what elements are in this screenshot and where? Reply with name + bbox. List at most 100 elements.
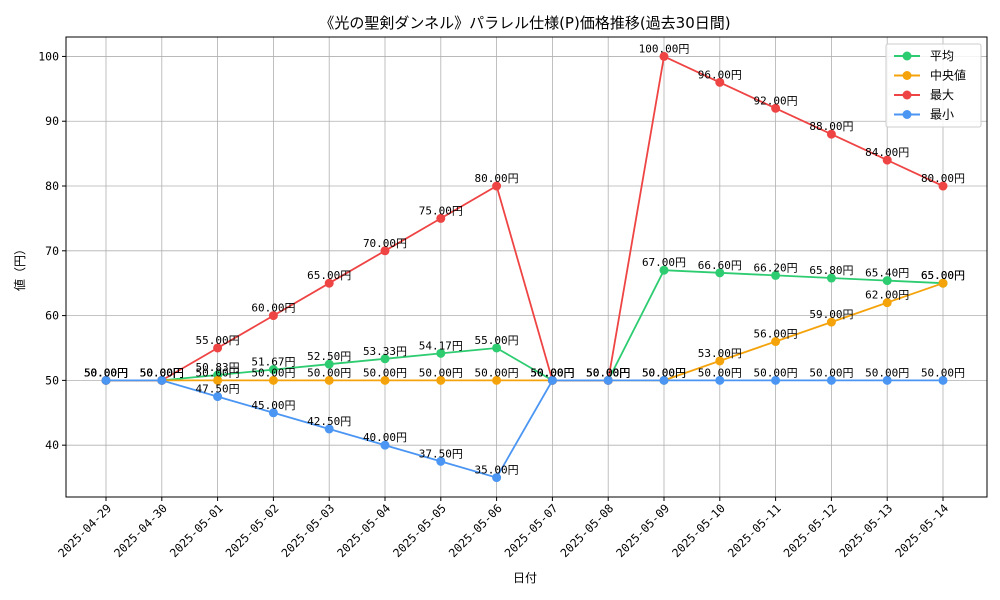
data-point xyxy=(436,213,446,223)
data-label: 84.00円 xyxy=(865,146,909,159)
legend-label: 平均 xyxy=(930,49,954,63)
legend-item: 最小 xyxy=(894,108,954,122)
y-tick-label: 80 xyxy=(45,179,59,193)
data-label: 50.00円 xyxy=(530,366,574,379)
x-tick-label: 2025-04-29 xyxy=(55,501,114,560)
data-label: 35.00円 xyxy=(475,464,519,477)
data-point xyxy=(492,343,502,353)
data-point xyxy=(324,424,334,434)
data-label: 50.00円 xyxy=(363,366,407,379)
data-point xyxy=(715,356,725,366)
chart-title: 《光の聖剣ダンネル》パラレル仕様(P)価格推移(過去30日間) xyxy=(319,14,730,32)
legend-item: 平均 xyxy=(894,49,954,63)
data-label: 50.00円 xyxy=(140,366,184,379)
data-label: 50.00円 xyxy=(140,366,184,379)
data-label: 37.50円 xyxy=(419,447,463,460)
data-point xyxy=(268,375,278,385)
data-label: 50.00円 xyxy=(84,366,128,379)
data-label: 96.00円 xyxy=(698,68,742,81)
data-point xyxy=(603,375,613,385)
data-label: 50.83円 xyxy=(196,361,240,374)
data-point xyxy=(436,456,446,466)
plot-frame xyxy=(65,36,988,498)
data-label: 42.50円 xyxy=(307,415,351,428)
y-axis-label: 値（円） xyxy=(12,243,27,291)
data-point xyxy=(213,375,223,385)
data-point xyxy=(268,365,278,375)
data-label: 70.00円 xyxy=(363,237,407,250)
y-tick-label: 70 xyxy=(45,244,59,258)
data-label: 60.00円 xyxy=(251,302,295,315)
data-label: 100.00円 xyxy=(639,42,690,55)
data-label: 75.00円 xyxy=(419,204,463,217)
data-label: 50.00円 xyxy=(140,366,184,379)
data-label: 50.00円 xyxy=(530,366,574,379)
data-label: 65.00円 xyxy=(921,269,965,282)
data-label: 65.80円 xyxy=(809,264,853,277)
data-point xyxy=(771,337,781,347)
data-point xyxy=(324,375,334,385)
legend-swatch-marker xyxy=(902,90,912,100)
series-line xyxy=(106,269,944,382)
data-label: 50.00円 xyxy=(586,366,630,379)
data-label: 51.67円 xyxy=(251,356,295,369)
series-line xyxy=(106,282,944,382)
x-tick-label: 2025-05-13 xyxy=(836,501,895,560)
legend-label: 最小 xyxy=(930,108,954,122)
data-label: 65.00円 xyxy=(307,269,351,282)
data-label: 88.00円 xyxy=(809,120,853,133)
data-point xyxy=(715,375,725,385)
data-label: 50.00円 xyxy=(586,366,630,379)
data-point xyxy=(268,311,278,321)
data-point xyxy=(826,129,836,139)
data-point xyxy=(882,375,892,385)
series-line xyxy=(106,379,943,479)
data-label: 50.00円 xyxy=(419,366,463,379)
legend-swatch-marker xyxy=(902,51,912,61)
legend-label: 中央値 xyxy=(930,68,966,83)
data-label: 50.00円 xyxy=(754,366,798,379)
data-point xyxy=(826,273,836,283)
data-point xyxy=(436,375,446,385)
data-point xyxy=(324,359,334,369)
x-tick-label: 2025-05-04 xyxy=(334,501,393,560)
data-label: 53.33円 xyxy=(363,345,407,358)
x-tick-label: 2025-05-06 xyxy=(446,501,505,560)
data-label: 59.00円 xyxy=(809,308,853,321)
data-point xyxy=(938,278,948,288)
data-label: 55.00円 xyxy=(196,334,240,347)
x-tick-label: 2025-05-03 xyxy=(278,501,337,560)
data-point xyxy=(882,298,892,308)
data-label: 50.00円 xyxy=(865,366,909,379)
data-label: 52.50円 xyxy=(307,350,351,363)
data-point xyxy=(380,354,390,364)
data-label: 50.00円 xyxy=(84,366,128,379)
data-label: 50.00円 xyxy=(586,366,630,379)
data-label: 65.00円 xyxy=(921,269,965,282)
data-point xyxy=(771,103,781,113)
x-tick-label: 2025-05-11 xyxy=(725,501,784,560)
x-tick-label: 2025-05-12 xyxy=(781,501,840,560)
data-point xyxy=(380,375,390,385)
data-label: 55.00円 xyxy=(475,334,519,347)
data-label: 53.00円 xyxy=(698,347,742,360)
data-label: 65.40円 xyxy=(865,267,909,280)
data-label: 66.20円 xyxy=(754,261,798,274)
legend-label: 最大 xyxy=(930,88,954,102)
data-point xyxy=(324,278,334,288)
data-label: 45.00円 xyxy=(251,399,295,412)
data-point xyxy=(938,181,948,191)
data-point xyxy=(826,375,836,385)
data-label: 62.00円 xyxy=(865,289,909,302)
data-point xyxy=(659,265,669,275)
legend-item: 中央値 xyxy=(894,68,966,83)
data-label: 50.00円 xyxy=(307,366,351,379)
y-tick-label: 90 xyxy=(45,114,59,128)
y-tick-label: 100 xyxy=(38,49,59,63)
data-label: 50.00円 xyxy=(530,366,574,379)
x-tick-label: 2025-05-02 xyxy=(223,501,282,560)
data-point xyxy=(715,77,725,87)
data-point xyxy=(380,246,390,256)
data-label: 66.60円 xyxy=(698,259,742,272)
